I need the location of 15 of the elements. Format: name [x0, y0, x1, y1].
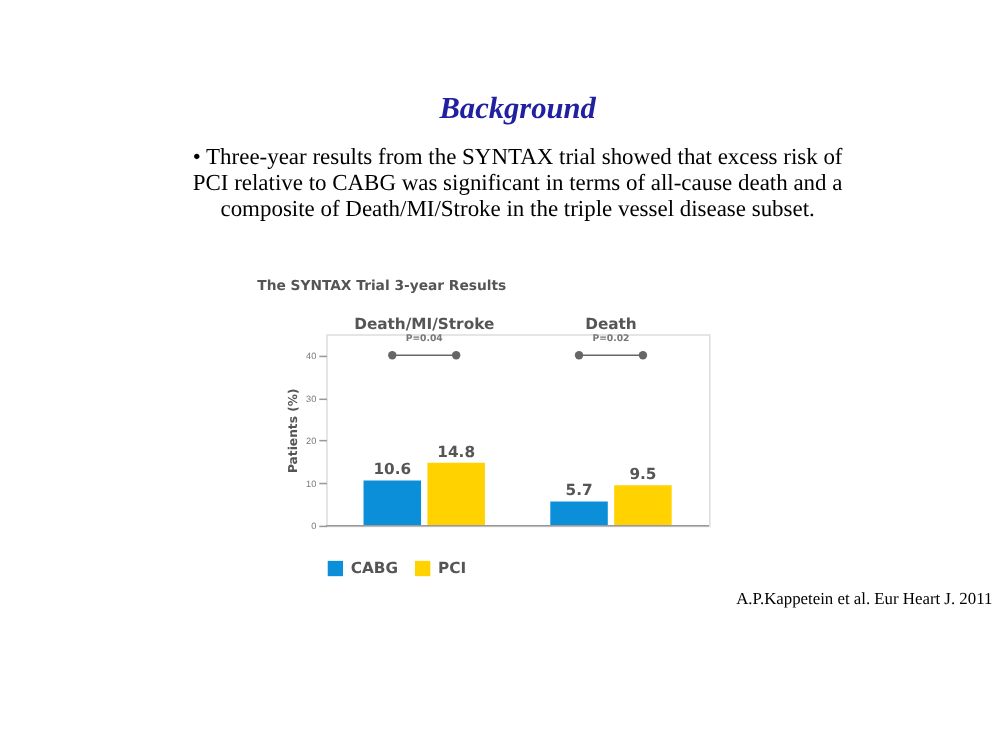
text: A.P.Kappetein et al. Eur Heart J. 2011: [736, 587, 993, 608]
legend-label: PCI: [437, 559, 467, 578]
x-tick-label: Death/MI/Stroke: [354, 314, 495, 333]
legend-label: CABG: [350, 559, 398, 578]
data-label: 14.8: [437, 442, 476, 461]
chart-title: Background: [437, 92, 597, 127]
bar: [614, 485, 672, 526]
bar: [550, 501, 608, 526]
bar: [363, 480, 422, 526]
data-label: 10.6: [373, 460, 412, 479]
chart-subtitle: • Three-year results from the SYNTAX trial showed that excess risk of PCI relative to CABG was significant in terms of all-cause death and a composite of Death/MI/Stroke in the triple vessel disease subset.: [192, 146, 843, 223]
bar: [427, 462, 485, 526]
data-label: 9.5: [629, 465, 657, 484]
x-tick-label: Death: [585, 314, 637, 333]
data-label: 5.7: [565, 481, 593, 500]
